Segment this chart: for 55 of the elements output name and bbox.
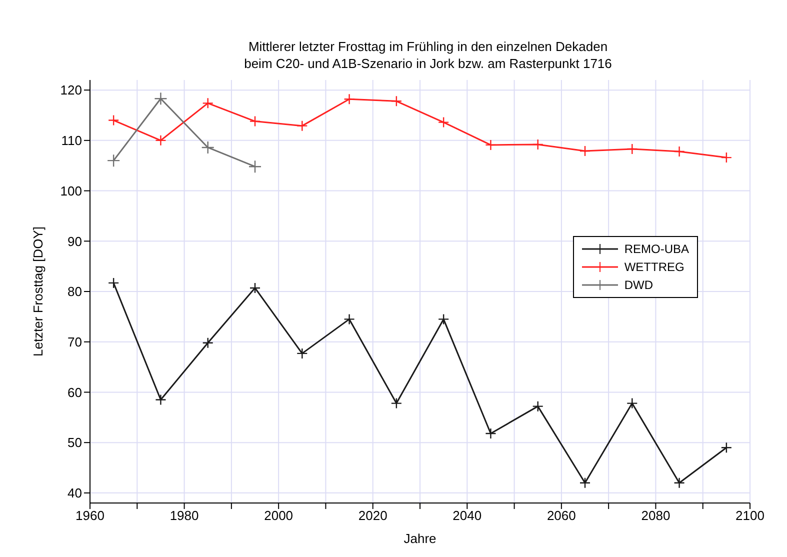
- point: [438, 116, 450, 128]
- point: [532, 400, 544, 412]
- point: [674, 146, 685, 158]
- x-tick-label: 1960: [76, 508, 104, 524]
- x-tick-label: 2060: [546, 508, 576, 524]
- point: [201, 140, 214, 154]
- x-tick-label: 2040: [452, 508, 482, 524]
- y-tick-label: 60: [68, 384, 82, 400]
- y-tick-label: 40: [68, 486, 82, 501]
- point: [626, 143, 638, 155]
- x-tick-label: 2000: [264, 508, 294, 524]
- point: [296, 348, 308, 360]
- point: [674, 477, 685, 488]
- point: [344, 314, 355, 325]
- point: [202, 98, 214, 109]
- y-tick-label: 80: [68, 284, 82, 300]
- y-tick-label: 110: [61, 133, 82, 148]
- point: [579, 477, 591, 488]
- point: [532, 138, 544, 150]
- point: [202, 337, 214, 348]
- y-tick-label: 100: [60, 183, 82, 198]
- legend-label: WETTREG: [624, 260, 684, 274]
- point: [626, 398, 638, 409]
- legend-label: DWD: [624, 278, 653, 292]
- x-axis-title: Jahre: [404, 531, 436, 546]
- point: [248, 160, 262, 174]
- chart-title: Mittlerer letzter Frosttag im Frühling in den einzelnen Dekaden beim C20- und A1B-Szenario in Jork bzw. am Rasterpunkt 1716: [243, 38, 613, 72]
- point: [154, 92, 168, 106]
- point: [390, 398, 402, 409]
- point: [108, 277, 120, 289]
- point: [720, 442, 732, 454]
- legend-label: REMO-UBA: [624, 242, 689, 256]
- x-tick-label: 1980: [170, 508, 199, 524]
- point: [344, 94, 355, 105]
- y-axis-title: Letzter Frosttag [DOY]: [30, 226, 46, 357]
- point: [155, 134, 166, 146]
- y-tick-label: 120: [60, 82, 82, 98]
- point: [249, 282, 261, 294]
- x-tick-label: 2020: [358, 508, 388, 524]
- point: [720, 152, 732, 164]
- point: [485, 139, 496, 151]
- y-tick-label: 70: [68, 334, 82, 350]
- point: [485, 428, 496, 440]
- y-tick-label: 90: [68, 234, 82, 249]
- point: [579, 145, 591, 157]
- x-tick-label: 2080: [641, 508, 670, 524]
- point: [296, 120, 308, 132]
- point: [155, 394, 166, 406]
- point: [106, 154, 120, 168]
- point: [108, 114, 120, 126]
- x-tick-label: 2100: [736, 508, 764, 524]
- y-tick-label: 50: [68, 435, 82, 450]
- point: [390, 96, 402, 107]
- point: [438, 314, 450, 325]
- point: [249, 116, 261, 127]
